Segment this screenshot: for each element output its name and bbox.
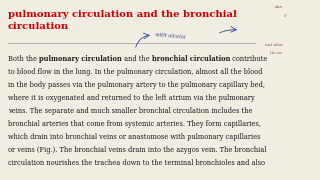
Text: don: don bbox=[275, 5, 283, 9]
Text: contribute: contribute bbox=[230, 55, 268, 63]
Text: circulation: circulation bbox=[8, 22, 69, 31]
Text: with alcelai: with alcelai bbox=[155, 32, 186, 40]
Text: tic us: tic us bbox=[270, 51, 282, 55]
Text: in the body passes via the pulmonary artery to the pulmonary capillary bed,: in the body passes via the pulmonary art… bbox=[8, 81, 265, 89]
Text: to blood flow in the lung. In the pulmonary circulation, almost all the blood: to blood flow in the lung. In the pulmon… bbox=[8, 68, 262, 76]
Text: bronchial circulation: bronchial circulation bbox=[152, 55, 230, 63]
Text: circulation nourishes the trachea down to the terminal bronchioles and also: circulation nourishes the trachea down t… bbox=[8, 159, 265, 167]
Text: pulmonary circulation: pulmonary circulation bbox=[39, 55, 122, 63]
Text: and the: and the bbox=[122, 55, 152, 63]
Text: not also: not also bbox=[265, 43, 283, 47]
Text: or veins (Fig.). The bronchial veins drain into the azygos vein. The bronchial: or veins (Fig.). The bronchial veins dra… bbox=[8, 146, 266, 154]
Text: veins. The separate and much smaller bronchial circulation includes the: veins. The separate and much smaller bro… bbox=[8, 107, 252, 115]
Text: bronchial arteries that come from systemic arteries. They form capillaries,: bronchial arteries that come from system… bbox=[8, 120, 261, 128]
Text: where it is oxygenated and returned to the left atrium via the pulmonary: where it is oxygenated and returned to t… bbox=[8, 94, 255, 102]
Text: which drain into bronchial veins or anastomose with pulmonary capillaries: which drain into bronchial veins or anas… bbox=[8, 133, 260, 141]
Text: y: y bbox=[283, 13, 285, 17]
Text: Both the: Both the bbox=[8, 55, 39, 63]
Text: pulmonary circulation and the bronchial: pulmonary circulation and the bronchial bbox=[8, 10, 237, 19]
